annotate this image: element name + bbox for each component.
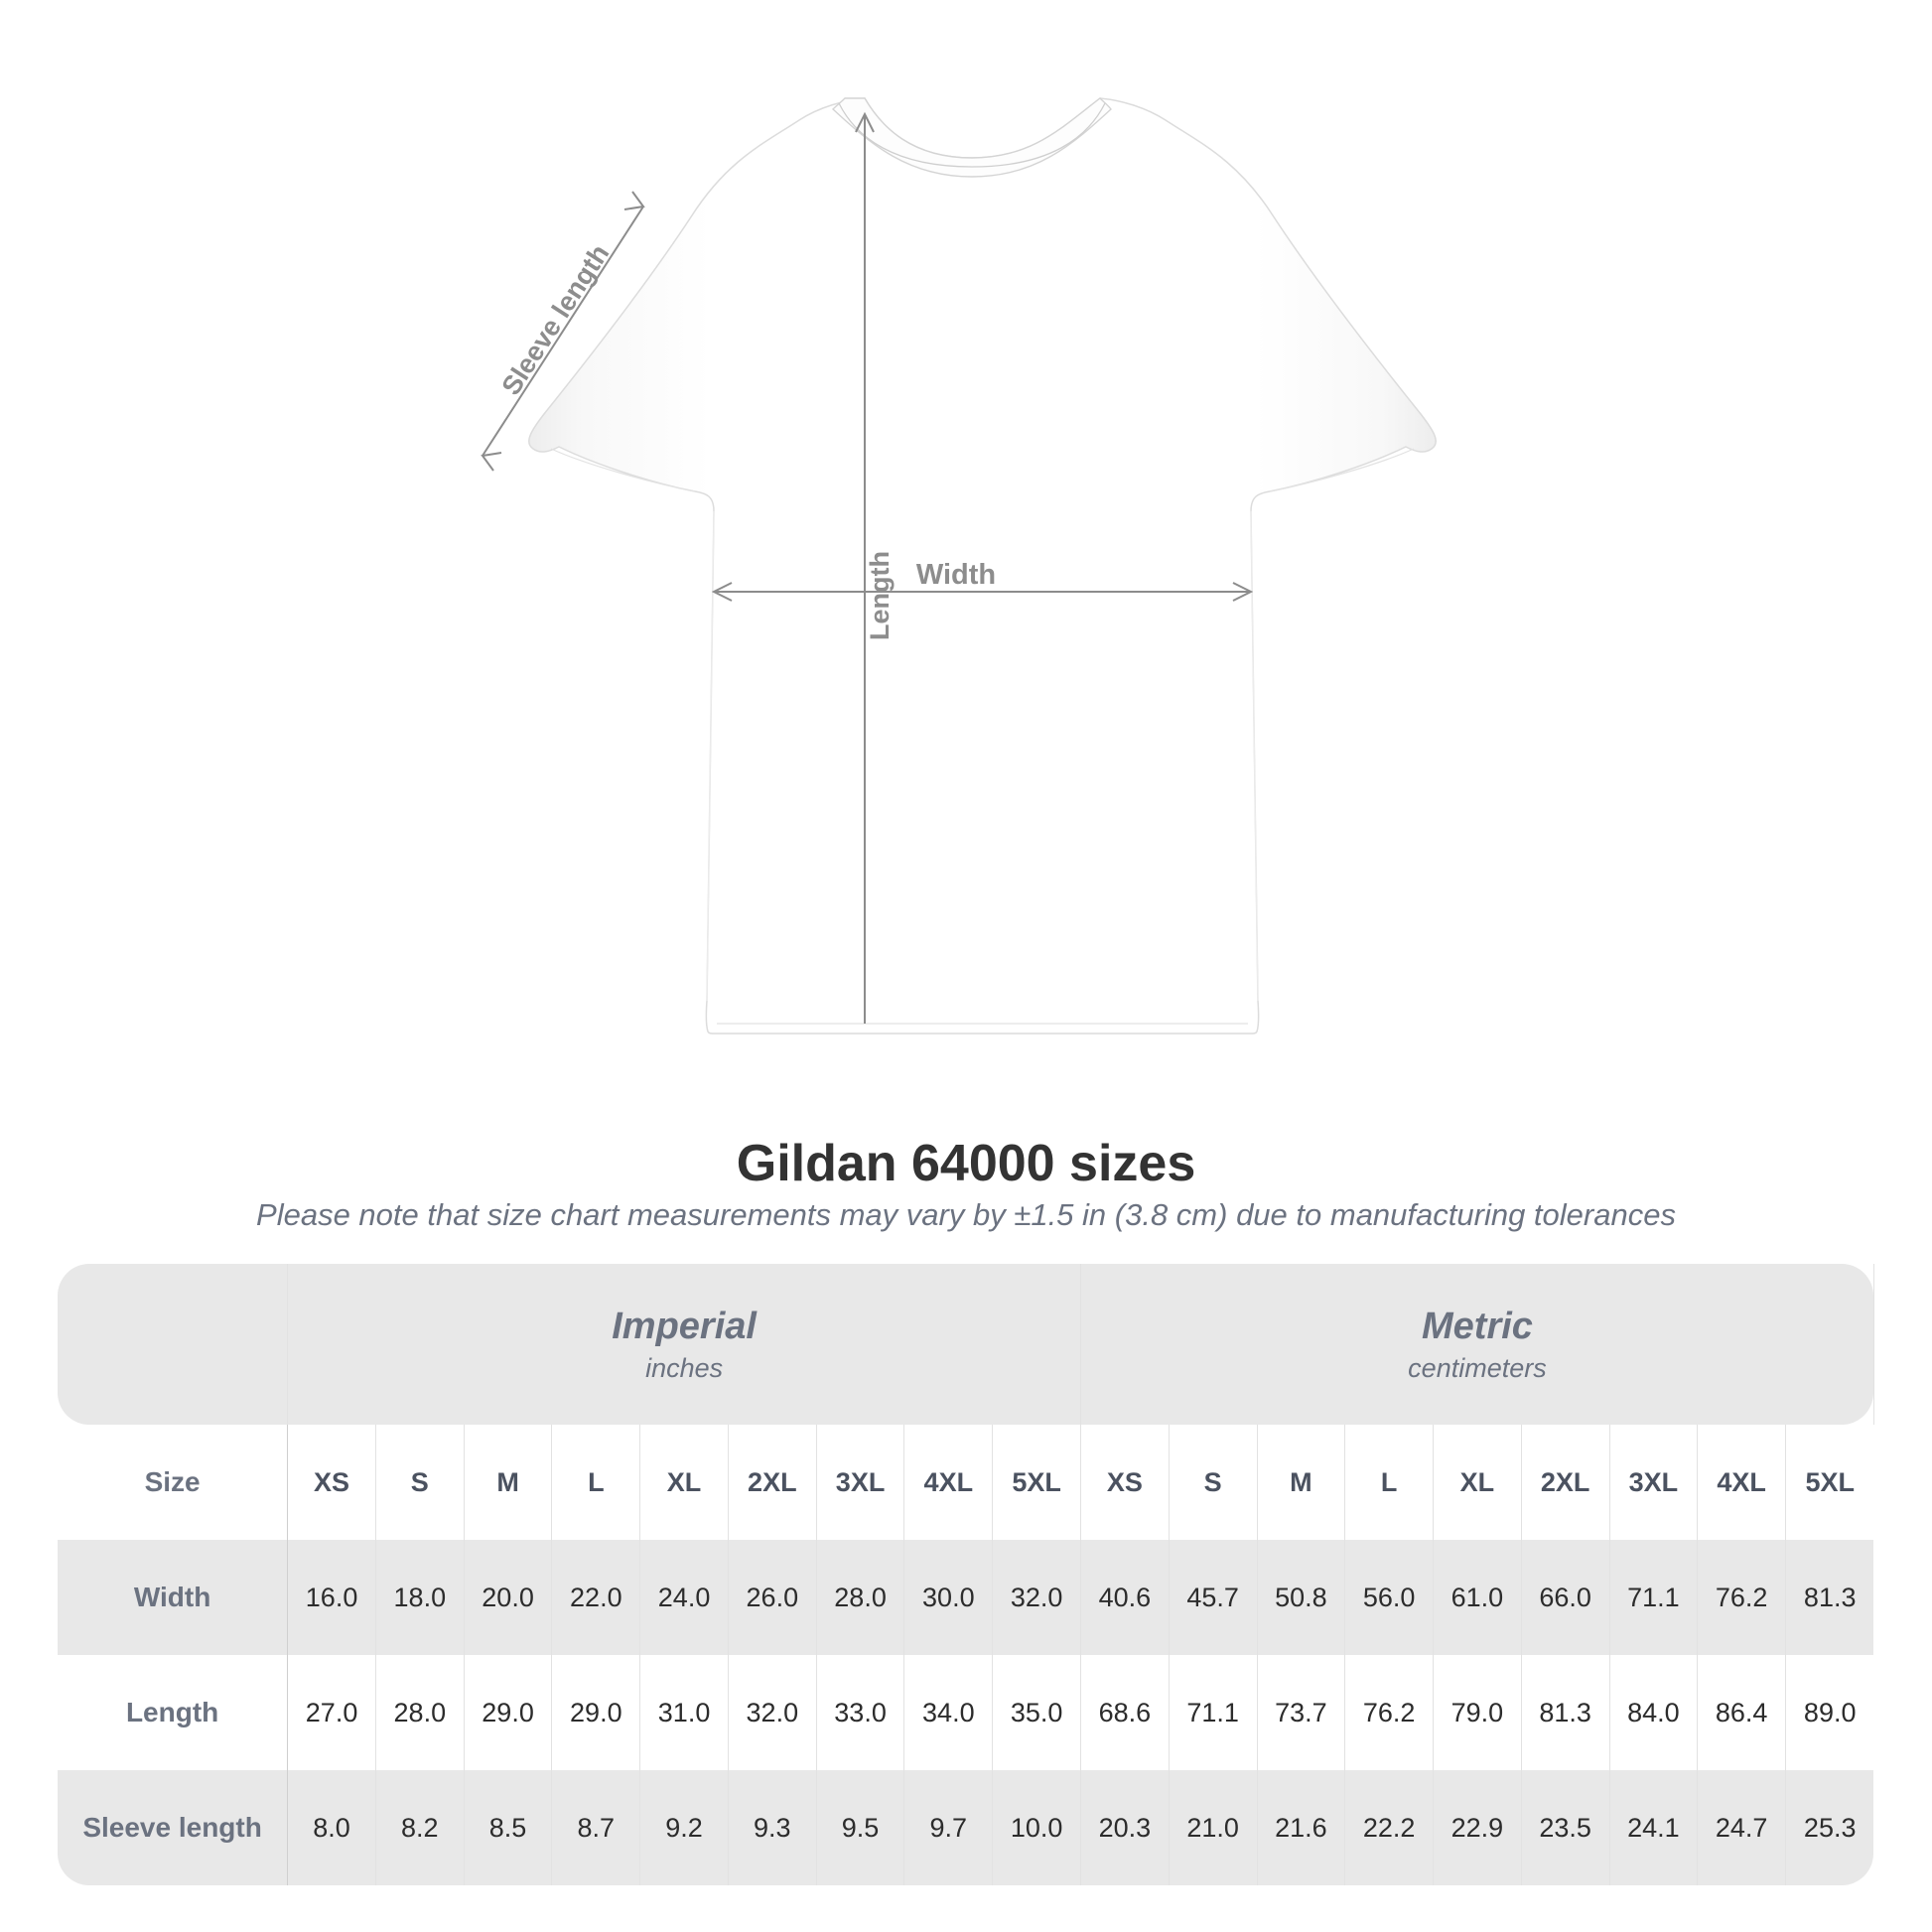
svg-text:Width: Width	[916, 559, 996, 591]
svg-text:Length: Length	[865, 551, 895, 640]
